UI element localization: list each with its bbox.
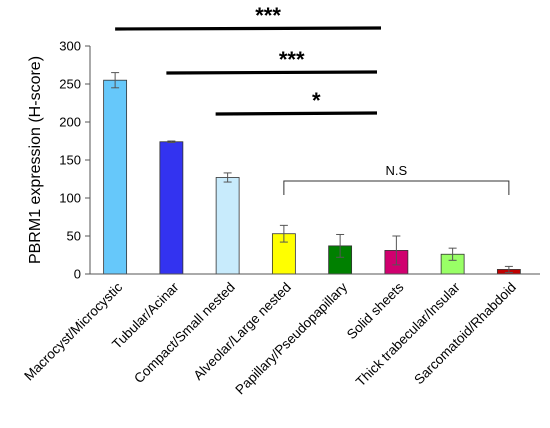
y-tick-label: 150 (59, 153, 81, 168)
category-label: Compact/Small nested (131, 280, 238, 387)
significance-line (166, 70, 378, 75)
y-axis-label: PBRM1 expression (H-score) (27, 56, 44, 264)
category-label: Alveolar/Large nested (191, 280, 294, 383)
y-tick-label: 250 (59, 77, 81, 92)
ns-bracket (283, 180, 510, 195)
ns-label: N.S (386, 163, 408, 178)
significance-line (215, 111, 378, 116)
bar (159, 141, 184, 275)
significance-line (115, 26, 382, 31)
y-tick-label: 0 (74, 267, 81, 282)
y-tick-label: 300 (59, 39, 81, 54)
significance-annotations: *******N.S (115, 3, 510, 195)
y-tick-label: 50 (67, 229, 81, 244)
category-label: Solid sheets (344, 279, 407, 342)
y-tick-label: 200 (59, 115, 81, 130)
category-label: Macrocyst/Microcystic (21, 279, 125, 383)
significance-label: * (312, 88, 321, 113)
category-label: Thick trabecular/Insular (353, 279, 463, 389)
y-axis: 0 50 100 150 200 250 300 (59, 39, 91, 282)
category-label: Sarcomatoid/Rhabdoid (411, 280, 519, 388)
x-axis: Macrocyst/MicrocysticTubular/AcinarCompa… (21, 273, 540, 397)
bar (215, 177, 240, 275)
y-tick-label: 100 (59, 191, 81, 206)
bar (103, 79, 128, 275)
significance-label: *** (255, 3, 281, 28)
category-label: Papillary/Pseudopapillary (232, 279, 350, 397)
significance-label: *** (279, 47, 305, 72)
error-bars (111, 72, 513, 273)
